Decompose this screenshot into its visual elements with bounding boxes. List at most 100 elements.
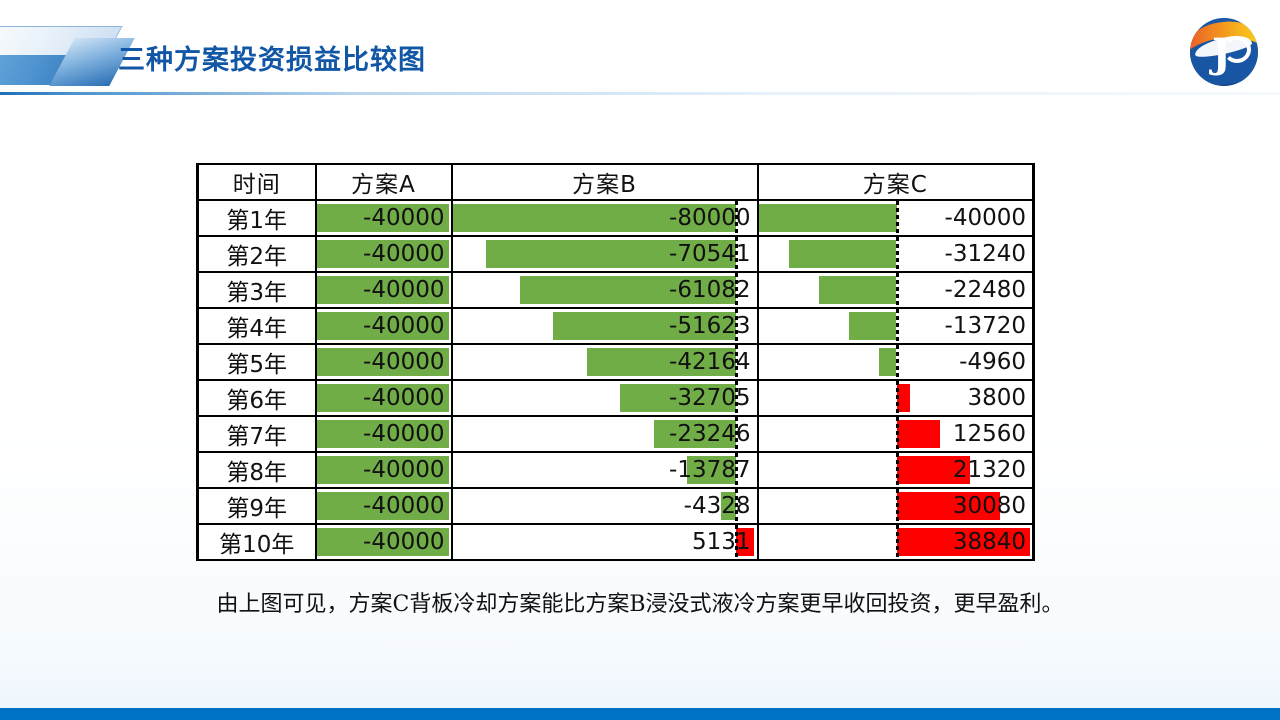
bar-value-label: -40000 <box>363 385 445 411</box>
bar-negative <box>759 204 897 232</box>
row-label-year: 第2年 <box>196 235 317 273</box>
bar-value-label: -32705 <box>669 385 751 411</box>
row-label-year: 第7年 <box>196 415 317 453</box>
bar-cell-c: 30080 <box>756 487 1035 525</box>
bar-cell-a: -40000 <box>314 451 453 489</box>
bar-cell-b: -23246 <box>450 415 759 453</box>
column-header-plan-a: 方案A <box>314 163 453 201</box>
bar-negative <box>486 240 737 268</box>
row-label-year: 第1年 <box>196 199 317 237</box>
bar-value-label: -31240 <box>944 241 1026 267</box>
zero-axis-line <box>735 418 739 450</box>
bar-value-label: -70541 <box>669 241 751 267</box>
bar-negative <box>553 312 737 340</box>
bar-value-label: -40000 <box>363 349 445 375</box>
bar-negative <box>453 204 737 232</box>
bar-cell-a: -40000 <box>314 523 453 561</box>
investment-comparison-chart: 时间 方案A 方案B 方案C 第1年 -40000 -80000 -40000 第2年 -… <box>196 163 1035 561</box>
bar-value-label: -23246 <box>669 421 751 447</box>
zero-axis-line <box>735 346 739 378</box>
bar-value-label: 12560 <box>952 421 1026 447</box>
zero-axis-line <box>735 454 739 486</box>
bar-positive <box>896 456 971 484</box>
bar-positive <box>896 492 1001 520</box>
column-header-plan-c: 方案C <box>756 163 1035 201</box>
zero-axis-line <box>895 418 899 450</box>
bar-cell-a: -40000 <box>314 379 453 417</box>
zero-axis-line <box>895 274 899 306</box>
table-row: 第1年 -40000 -80000 -40000 <box>196 199 1035 237</box>
bar-value-label: 3800 <box>967 385 1026 411</box>
bar-negative <box>317 528 449 556</box>
company-logo-icon: J <box>1190 18 1258 86</box>
table-row: 第8年 -40000 -13787 21320 <box>196 451 1035 489</box>
bar-negative <box>620 384 737 412</box>
bar-negative <box>849 312 897 340</box>
bar-negative <box>317 240 449 268</box>
bar-negative <box>317 312 449 340</box>
bar-negative <box>317 276 449 304</box>
bar-value-label: 30080 <box>952 493 1026 519</box>
zero-axis-line <box>735 238 739 270</box>
bar-cell-c: 21320 <box>756 451 1035 489</box>
bar-positive <box>896 384 910 412</box>
header-divider <box>0 92 1280 95</box>
table-row: 第9年 -40000 -4328 30080 <box>196 487 1035 525</box>
bar-positive <box>736 528 755 556</box>
column-header-time: 时间 <box>196 163 317 201</box>
bar-cell-b: -4328 <box>450 487 759 525</box>
row-label-year: 第9年 <box>196 487 317 525</box>
bar-value-label: -13720 <box>944 313 1026 339</box>
zero-axis-line <box>735 382 739 414</box>
bar-cell-b: -80000 <box>450 199 759 237</box>
bar-negative <box>586 348 737 376</box>
row-label-year: 第6年 <box>196 379 317 417</box>
bar-value-label: -40000 <box>363 205 445 231</box>
bar-value-label: -40000 <box>944 205 1026 231</box>
bar-negative <box>317 456 449 484</box>
zero-axis-line <box>895 382 899 414</box>
bar-cell-c: 38840 <box>756 523 1035 561</box>
bar-negative <box>519 276 737 304</box>
row-label-year: 第10年 <box>196 523 317 561</box>
bar-cell-b: -61082 <box>450 271 759 309</box>
bar-negative <box>788 240 897 268</box>
bar-cell-a: -40000 <box>314 487 453 525</box>
bar-value-label: 5131 <box>691 529 751 555</box>
bar-value-label: -4328 <box>683 493 751 519</box>
bar-value-label: -40000 <box>363 241 445 267</box>
page-title: 三种方案投资损益比较图 <box>118 45 426 76</box>
bar-negative <box>653 420 737 448</box>
bar-cell-a: -40000 <box>314 415 453 453</box>
bar-value-label: 21320 <box>952 457 1026 483</box>
zero-axis-line <box>735 490 739 522</box>
bar-cell-c: -13720 <box>756 307 1035 345</box>
bar-cell-a: -40000 <box>314 199 453 237</box>
zero-axis-line <box>735 310 739 342</box>
bar-value-label: -22480 <box>944 277 1026 303</box>
bar-negative <box>317 420 449 448</box>
bar-negative <box>879 348 897 376</box>
bar-cell-a: -40000 <box>314 235 453 273</box>
table-header-row: 时间 方案A 方案B 方案C <box>196 163 1035 201</box>
bar-cell-a: -40000 <box>314 343 453 381</box>
bar-value-label: -40000 <box>363 277 445 303</box>
bar-cell-c: -31240 <box>756 235 1035 273</box>
table-row: 第4年 -40000 -51623 -13720 <box>196 307 1035 345</box>
zero-axis-line <box>895 490 899 522</box>
bar-cell-b: -51623 <box>450 307 759 345</box>
zero-axis-line <box>895 202 899 234</box>
zero-axis-line <box>735 202 739 234</box>
logo-p-bowl <box>1223 36 1251 63</box>
bar-cell-b: -70541 <box>450 235 759 273</box>
table-row: 第3年 -40000 -61082 -22480 <box>196 271 1035 309</box>
bar-cell-b: -32705 <box>450 379 759 417</box>
bar-cell-b: -13787 <box>450 451 759 489</box>
table-row: 第6年 -40000 -32705 3800 <box>196 379 1035 417</box>
bar-value-label: -42164 <box>669 349 751 375</box>
bar-value-label: -80000 <box>669 205 751 231</box>
footer-bar <box>0 708 1280 720</box>
bar-negative <box>317 348 449 376</box>
bar-value-label: -40000 <box>363 421 445 447</box>
zero-axis-line <box>895 454 899 486</box>
